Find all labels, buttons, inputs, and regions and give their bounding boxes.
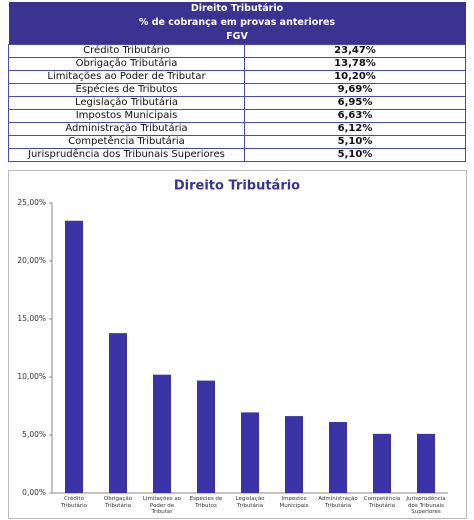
- topic-cell: Impostos Municipais: [8, 109, 245, 123]
- x-tick-label: Limitações ao Poder de Tributar: [142, 496, 182, 515]
- table: Direito Tributário% de cobrança em prova…: [8, 2, 466, 162]
- y-tick-label: 25,00%: [17, 198, 46, 207]
- y-tick-label: 10,00%: [17, 372, 46, 381]
- x-tick-label: Impostos Municipais: [279, 496, 309, 509]
- percent-cell: 5,10%: [244, 135, 466, 149]
- percent-cell: 10,20%: [244, 70, 466, 84]
- y-tick-label: 5,00%: [22, 430, 46, 439]
- table-row: Obrigação Tributária 13,78%: [8, 57, 466, 71]
- topic-cell: Limitações ao Poder de Tributar: [8, 70, 245, 84]
- y-tick-label: 15,00%: [17, 314, 46, 323]
- table-row: Espécies de Tributos 9,69%: [8, 83, 466, 97]
- bar: [329, 422, 347, 493]
- header-cell: Direito Tributário: [8, 2, 466, 16]
- y-tick-label: 20,00%: [17, 256, 46, 265]
- bar: [373, 433, 391, 493]
- x-tick-label: Jurisprudência dos Tribunais Superiores: [406, 496, 446, 515]
- topic-cell: Competência Tributária: [8, 135, 245, 149]
- x-tick-label: Competência Tributária: [363, 496, 401, 509]
- percent-cell: 6,12%: [244, 122, 466, 136]
- bar: [417, 433, 435, 493]
- header-row: FGV: [8, 30, 466, 45]
- x-tick-label: Legislação Tributária: [235, 496, 265, 509]
- table-row: Jurisprudência dos Tribunais Superiores 5…: [8, 148, 466, 162]
- bar: [197, 380, 215, 493]
- bar: [153, 374, 171, 493]
- bar: [65, 220, 83, 494]
- topic-cell: Crédito Tributário: [8, 44, 245, 58]
- header-row: Direito Tributário: [8, 2, 466, 16]
- x-tick-label: Espécies de Tributos: [189, 496, 223, 509]
- header-cell: % de cobrança em provas anteriores: [8, 16, 466, 30]
- percent-cell: 23,47%: [244, 44, 466, 58]
- chart-title: Direito Tributário: [174, 179, 300, 194]
- header-row: % de cobrança em provas anteriores: [8, 16, 466, 30]
- topic-cell: Administração Tributária: [8, 122, 245, 136]
- header-cell: FGV: [8, 30, 466, 45]
- x-tick-label: Obrigação Tributária: [103, 496, 133, 509]
- table-row: Legislação Tributária 6,95%: [8, 96, 466, 110]
- topic-cell: Legislação Tributária: [8, 96, 245, 110]
- topic-cell: Obrigação Tributária: [8, 57, 245, 71]
- table-row: Crédito Tributário 23,47%: [8, 44, 466, 58]
- percent-cell: 13,78%: [244, 57, 466, 71]
- topic-cell: Jurisprudência dos Tribunais Superiores: [8, 148, 245, 162]
- table-row: Impostos Municipais 6,63%: [8, 109, 466, 123]
- x-tick-label: Crédito Tributário: [61, 496, 87, 509]
- table-row: Limitações ao Poder de Tributar 10,20%: [8, 70, 466, 84]
- percent-cell: 9,69%: [244, 83, 466, 97]
- table-row: Competência Tributária 5,10%: [8, 135, 466, 149]
- bar: [109, 333, 127, 493]
- y-tick-label: 0,00%: [22, 488, 46, 497]
- percent-cell: 5,10%: [244, 148, 466, 162]
- percent-cell: 6,95%: [244, 96, 466, 110]
- bar: [241, 412, 259, 493]
- topic-cell: Espécies de Tributos: [8, 83, 245, 97]
- table-row: Administração Tributária 6,12%: [8, 122, 466, 136]
- bar: [285, 416, 303, 493]
- x-tick-label: Administração Tributária: [318, 496, 358, 509]
- percent-cell: 6,63%: [244, 109, 466, 123]
